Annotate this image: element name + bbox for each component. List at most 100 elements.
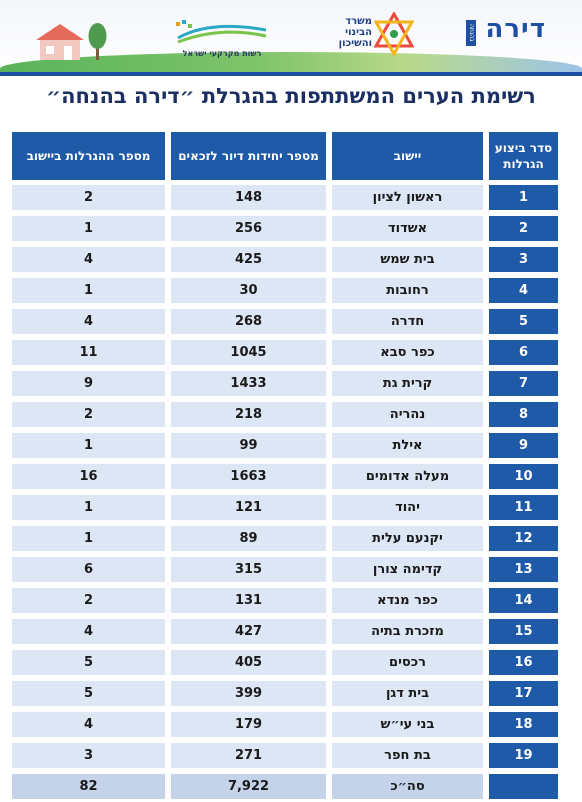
row-units: 425 (171, 247, 326, 272)
row-order: 12 (489, 526, 558, 551)
house-illustration-icon (36, 23, 107, 60)
table-row: 10 מעלה אדומים 1663 16 (12, 461, 570, 492)
row-order: 15 (489, 619, 558, 644)
page-title: רשימת הערים המשתתפות בהגרלת ״דירה בהנחה״ (46, 84, 536, 108)
row-order: 5 (489, 309, 558, 334)
row-lotteries: 4 (12, 619, 165, 644)
table-row: 6 כפר סבא 1045 11 (12, 337, 570, 368)
dira-behanacha-logo: בהנחה דירה (466, 10, 546, 60)
row-city: קרית גת (332, 371, 483, 396)
total-lotteries: 82 (12, 774, 165, 799)
row-units: 148 (171, 185, 326, 210)
row-lotteries: 1 (12, 433, 165, 458)
dira-logo-text: דירה (485, 14, 546, 44)
total-order (489, 774, 558, 799)
table-row: 12 יקנעם עלית 89 1 (12, 523, 570, 554)
hills-decoration (0, 52, 582, 72)
row-order: 13 (489, 557, 558, 582)
row-order: 7 (489, 371, 558, 396)
table-row: 4 רחובות 30 1 (12, 275, 570, 306)
total-units: 7,922 (171, 774, 326, 799)
row-city: בת חפר (332, 743, 483, 768)
row-units: 271 (171, 743, 326, 768)
row-lotteries: 11 (12, 340, 165, 365)
table-row: 18 בני עי״ש 179 4 (12, 709, 570, 740)
header-banner: רשות מקרקעי ישראל משרד הבינוי והשיכון בה… (0, 0, 582, 76)
row-city: אשדוד (332, 216, 483, 241)
row-city: ראשון לציון (332, 185, 483, 210)
row-order: 17 (489, 681, 558, 706)
row-city: בית דגן (332, 681, 483, 706)
israel-land-authority-logo: רשות מקרקעי ישראל (170, 16, 274, 60)
header-city: יישוב (332, 132, 483, 180)
row-order: 2 (489, 216, 558, 241)
row-order: 8 (489, 402, 558, 427)
row-city: אילת (332, 433, 483, 458)
row-lotteries: 5 (12, 650, 165, 675)
star-emblem-icon (374, 12, 414, 56)
row-lotteries: 1 (12, 278, 165, 303)
row-lotteries: 1 (12, 216, 165, 241)
row-order: 9 (489, 433, 558, 458)
table-row: 1 ראשון לציון 148 2 (12, 182, 570, 213)
row-city: מעלה אדומים (332, 464, 483, 489)
row-lotteries: 4 (12, 712, 165, 737)
table-row: 14 כפר מנדא 131 2 (12, 585, 570, 616)
table-row: 9 אילת 99 1 (12, 430, 570, 461)
row-units: 268 (171, 309, 326, 334)
table-row: 17 בית דגן 399 5 (12, 678, 570, 709)
row-order: 18 (489, 712, 558, 737)
table-row: 19 בת חפר 271 3 (12, 740, 570, 771)
row-units: 218 (171, 402, 326, 427)
row-units: 399 (171, 681, 326, 706)
row-order: 3 (489, 247, 558, 272)
table-row: 2 אשדוד 256 1 (12, 213, 570, 244)
row-units: 1663 (171, 464, 326, 489)
row-lotteries: 6 (12, 557, 165, 582)
row-lotteries: 2 (12, 185, 165, 210)
row-lotteries: 2 (12, 402, 165, 427)
row-units: 1433 (171, 371, 326, 396)
table-row: 3 בית שמש 425 4 (12, 244, 570, 275)
row-units: 121 (171, 495, 326, 520)
row-lotteries: 3 (12, 743, 165, 768)
row-order: 6 (489, 340, 558, 365)
row-units: 179 (171, 712, 326, 737)
row-city: כפר סבא (332, 340, 483, 365)
row-units: 405 (171, 650, 326, 675)
header-lotteries: מספר ההגרלות ביישוב (12, 132, 165, 180)
row-units: 99 (171, 433, 326, 458)
row-units: 89 (171, 526, 326, 551)
row-units: 131 (171, 588, 326, 613)
row-city: רחובות (332, 278, 483, 303)
table-row: 13 קדימה צורן 315 6 (12, 554, 570, 585)
table-row: 8 נהריה 218 2 (12, 399, 570, 430)
table-header-row: סדר ביצוע הגרלות יישוב מספר יחידות דיור … (12, 132, 570, 182)
row-order: 4 (489, 278, 558, 303)
row-lotteries: 5 (12, 681, 165, 706)
table-row: 16 רכסים 405 5 (12, 647, 570, 678)
table-body: 1 ראשון לציון 148 2 2 אשדוד 256 1 3 בית … (12, 182, 570, 802)
header-order: סדר ביצוע הגרלות (489, 132, 558, 180)
table-row: 11 יהוד 121 1 (12, 492, 570, 523)
row-city: קדימה צורן (332, 557, 483, 582)
row-city: נהריה (332, 402, 483, 427)
ministry-logo-text: משרד הבינוי והשיכון (338, 16, 372, 49)
row-city: בני עי״ש (332, 712, 483, 737)
row-city: בית שמש (332, 247, 483, 272)
table-row: 15 מזכרת בתיה 427 4 (12, 616, 570, 647)
row-units: 315 (171, 557, 326, 582)
row-city: כפר מנדא (332, 588, 483, 613)
land-authority-logo-text: רשות מקרקעי ישראל (182, 49, 262, 58)
row-order: 10 (489, 464, 558, 489)
row-city: יהוד (332, 495, 483, 520)
row-units: 427 (171, 619, 326, 644)
row-order: 1 (489, 185, 558, 210)
row-lotteries: 9 (12, 371, 165, 396)
table-total-row: סה״כ 7,922 82 (12, 771, 570, 802)
land-authority-mark-icon (176, 20, 267, 44)
row-lotteries: 1 (12, 495, 165, 520)
ministry-of-housing-logo: משרד הבינוי והשיכון (332, 8, 414, 62)
row-units: 256 (171, 216, 326, 241)
